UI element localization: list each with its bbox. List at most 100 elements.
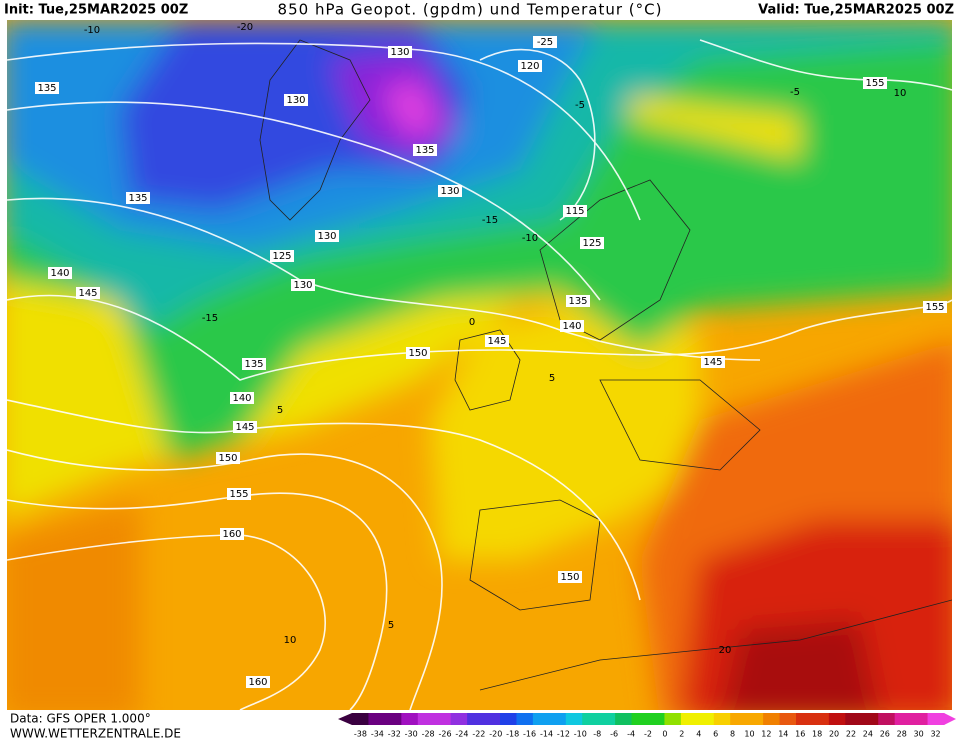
colorbar-swatch bbox=[878, 713, 896, 725]
colorbar-label: -2 bbox=[644, 730, 652, 739]
temperature-label: 0 bbox=[469, 317, 475, 328]
geopotential-label: 140 bbox=[232, 393, 251, 404]
colorbar-label: -32 bbox=[388, 730, 401, 739]
header-band bbox=[0, 0, 959, 20]
colorbar-swatch bbox=[582, 713, 600, 725]
colorbar-label: 28 bbox=[897, 730, 907, 739]
colorbar-swatch bbox=[648, 713, 665, 725]
colorbar-label: -4 bbox=[627, 730, 635, 739]
colorbar-label: -38 bbox=[354, 730, 367, 739]
colorbar-swatch bbox=[467, 713, 485, 725]
geopotential-label: 145 bbox=[487, 336, 506, 347]
colorbar-label: -18 bbox=[506, 730, 519, 739]
colorbar-label: -14 bbox=[540, 730, 553, 739]
colorbar-label: 22 bbox=[846, 730, 856, 739]
temperature-label: 10 bbox=[894, 88, 907, 99]
temperature-label: -20 bbox=[237, 22, 253, 33]
temperature-label: 5 bbox=[388, 620, 394, 631]
label-box bbox=[701, 356, 725, 368]
colorbar-label: 18 bbox=[812, 730, 822, 739]
geopotential-label: 135 bbox=[415, 145, 434, 156]
temperature-label: 5 bbox=[277, 405, 283, 416]
label-box bbox=[227, 488, 251, 500]
geopotential-label: 140 bbox=[562, 321, 581, 332]
map-field bbox=[7, 20, 952, 710]
temperature-label: -10 bbox=[522, 233, 538, 244]
label-box bbox=[406, 347, 430, 359]
colorbar-label: 6 bbox=[713, 730, 718, 739]
label-box bbox=[35, 82, 59, 94]
label-box bbox=[923, 301, 947, 313]
temperature-label: -5 bbox=[790, 87, 800, 98]
colorbar-label: 14 bbox=[778, 730, 788, 739]
site-url: WWW.WETTERZENTRALE.DE bbox=[10, 727, 181, 741]
geopotential-label: 155 bbox=[229, 489, 248, 500]
colorbar-label: 26 bbox=[880, 730, 890, 739]
label-box bbox=[291, 279, 315, 291]
colorbar-label: -20 bbox=[489, 730, 502, 739]
colorbar-swatch bbox=[664, 713, 682, 725]
geopotential-label: 125 bbox=[272, 251, 291, 262]
label-box bbox=[563, 205, 587, 217]
temperature-label: -15 bbox=[202, 313, 218, 324]
colorbar-swatch bbox=[483, 713, 501, 725]
temperature-label: 20 bbox=[719, 645, 732, 656]
colorbar-arrow bbox=[338, 713, 352, 725]
colorbar-label: 24 bbox=[863, 730, 873, 739]
colorbar-swatch bbox=[763, 713, 781, 725]
geopotential-label: 135 bbox=[568, 296, 587, 307]
label-box bbox=[518, 60, 542, 72]
colorbar-swatch bbox=[746, 713, 764, 725]
label-box bbox=[246, 676, 270, 688]
colorbar-swatch bbox=[713, 713, 731, 725]
geopotential-label: 125 bbox=[582, 238, 601, 249]
label-box bbox=[126, 192, 150, 204]
temperature-label: 5 bbox=[549, 373, 555, 384]
colorbar-label: -24 bbox=[455, 730, 468, 739]
label-box bbox=[230, 392, 254, 404]
geopotential-label: 145 bbox=[235, 422, 254, 433]
geopotential-label: 135 bbox=[37, 83, 56, 94]
label-box bbox=[242, 358, 266, 370]
label-box bbox=[76, 287, 100, 299]
label-box bbox=[220, 528, 244, 540]
colorbar-swatch bbox=[828, 713, 846, 725]
colorbar-label: 4 bbox=[696, 730, 701, 739]
colorbar-swatch bbox=[500, 713, 517, 725]
colorbar-swatch bbox=[697, 713, 715, 725]
label-box bbox=[48, 267, 72, 279]
colorbar-label: -34 bbox=[371, 730, 384, 739]
colorbar-swatch bbox=[434, 713, 452, 725]
label-box bbox=[315, 230, 339, 242]
contour-labels: 130 135 130 120 135 130 135 115 125 130 125 130 140 1… bbox=[35, 22, 947, 688]
geopotential-label: 145 bbox=[703, 357, 722, 368]
temperature-label: -5 bbox=[575, 100, 585, 111]
colorbar-label: 0 bbox=[662, 730, 667, 739]
colorbar-swatch bbox=[417, 713, 435, 725]
geopotential-label: 150 bbox=[218, 453, 237, 464]
temperature-label: 10 bbox=[284, 635, 297, 646]
label-box bbox=[270, 250, 294, 262]
valid-time: Valid: Tue,25MAR2025 00Z bbox=[758, 3, 954, 18]
init-time: Init: Tue,25MAR2025 00Z bbox=[4, 3, 188, 18]
colorbar-swatch bbox=[631, 713, 649, 725]
geopotential-label: 135 bbox=[128, 193, 147, 204]
colorbar-swatch bbox=[549, 713, 567, 725]
geopotential-label: 160 bbox=[248, 677, 267, 688]
colorbar-swatch bbox=[796, 713, 813, 725]
temperature-label: -15 bbox=[482, 215, 498, 226]
colorbar-label: 16 bbox=[795, 730, 805, 739]
colorbar-label: 20 bbox=[829, 730, 839, 739]
geopotential-label: 160 bbox=[222, 529, 241, 540]
colorbar-label: 2 bbox=[679, 730, 684, 739]
colorbar-swatch bbox=[401, 713, 419, 725]
geopotential-label: 115 bbox=[565, 206, 584, 217]
label-box bbox=[388, 46, 412, 58]
colorbar-label: -30 bbox=[405, 730, 418, 739]
colorbar-label: 8 bbox=[730, 730, 735, 739]
geopotential-label: 130 bbox=[317, 231, 336, 242]
geopotential-label: 130 bbox=[390, 47, 409, 58]
geopotential-label: 130 bbox=[440, 186, 459, 197]
label-box bbox=[863, 77, 887, 89]
